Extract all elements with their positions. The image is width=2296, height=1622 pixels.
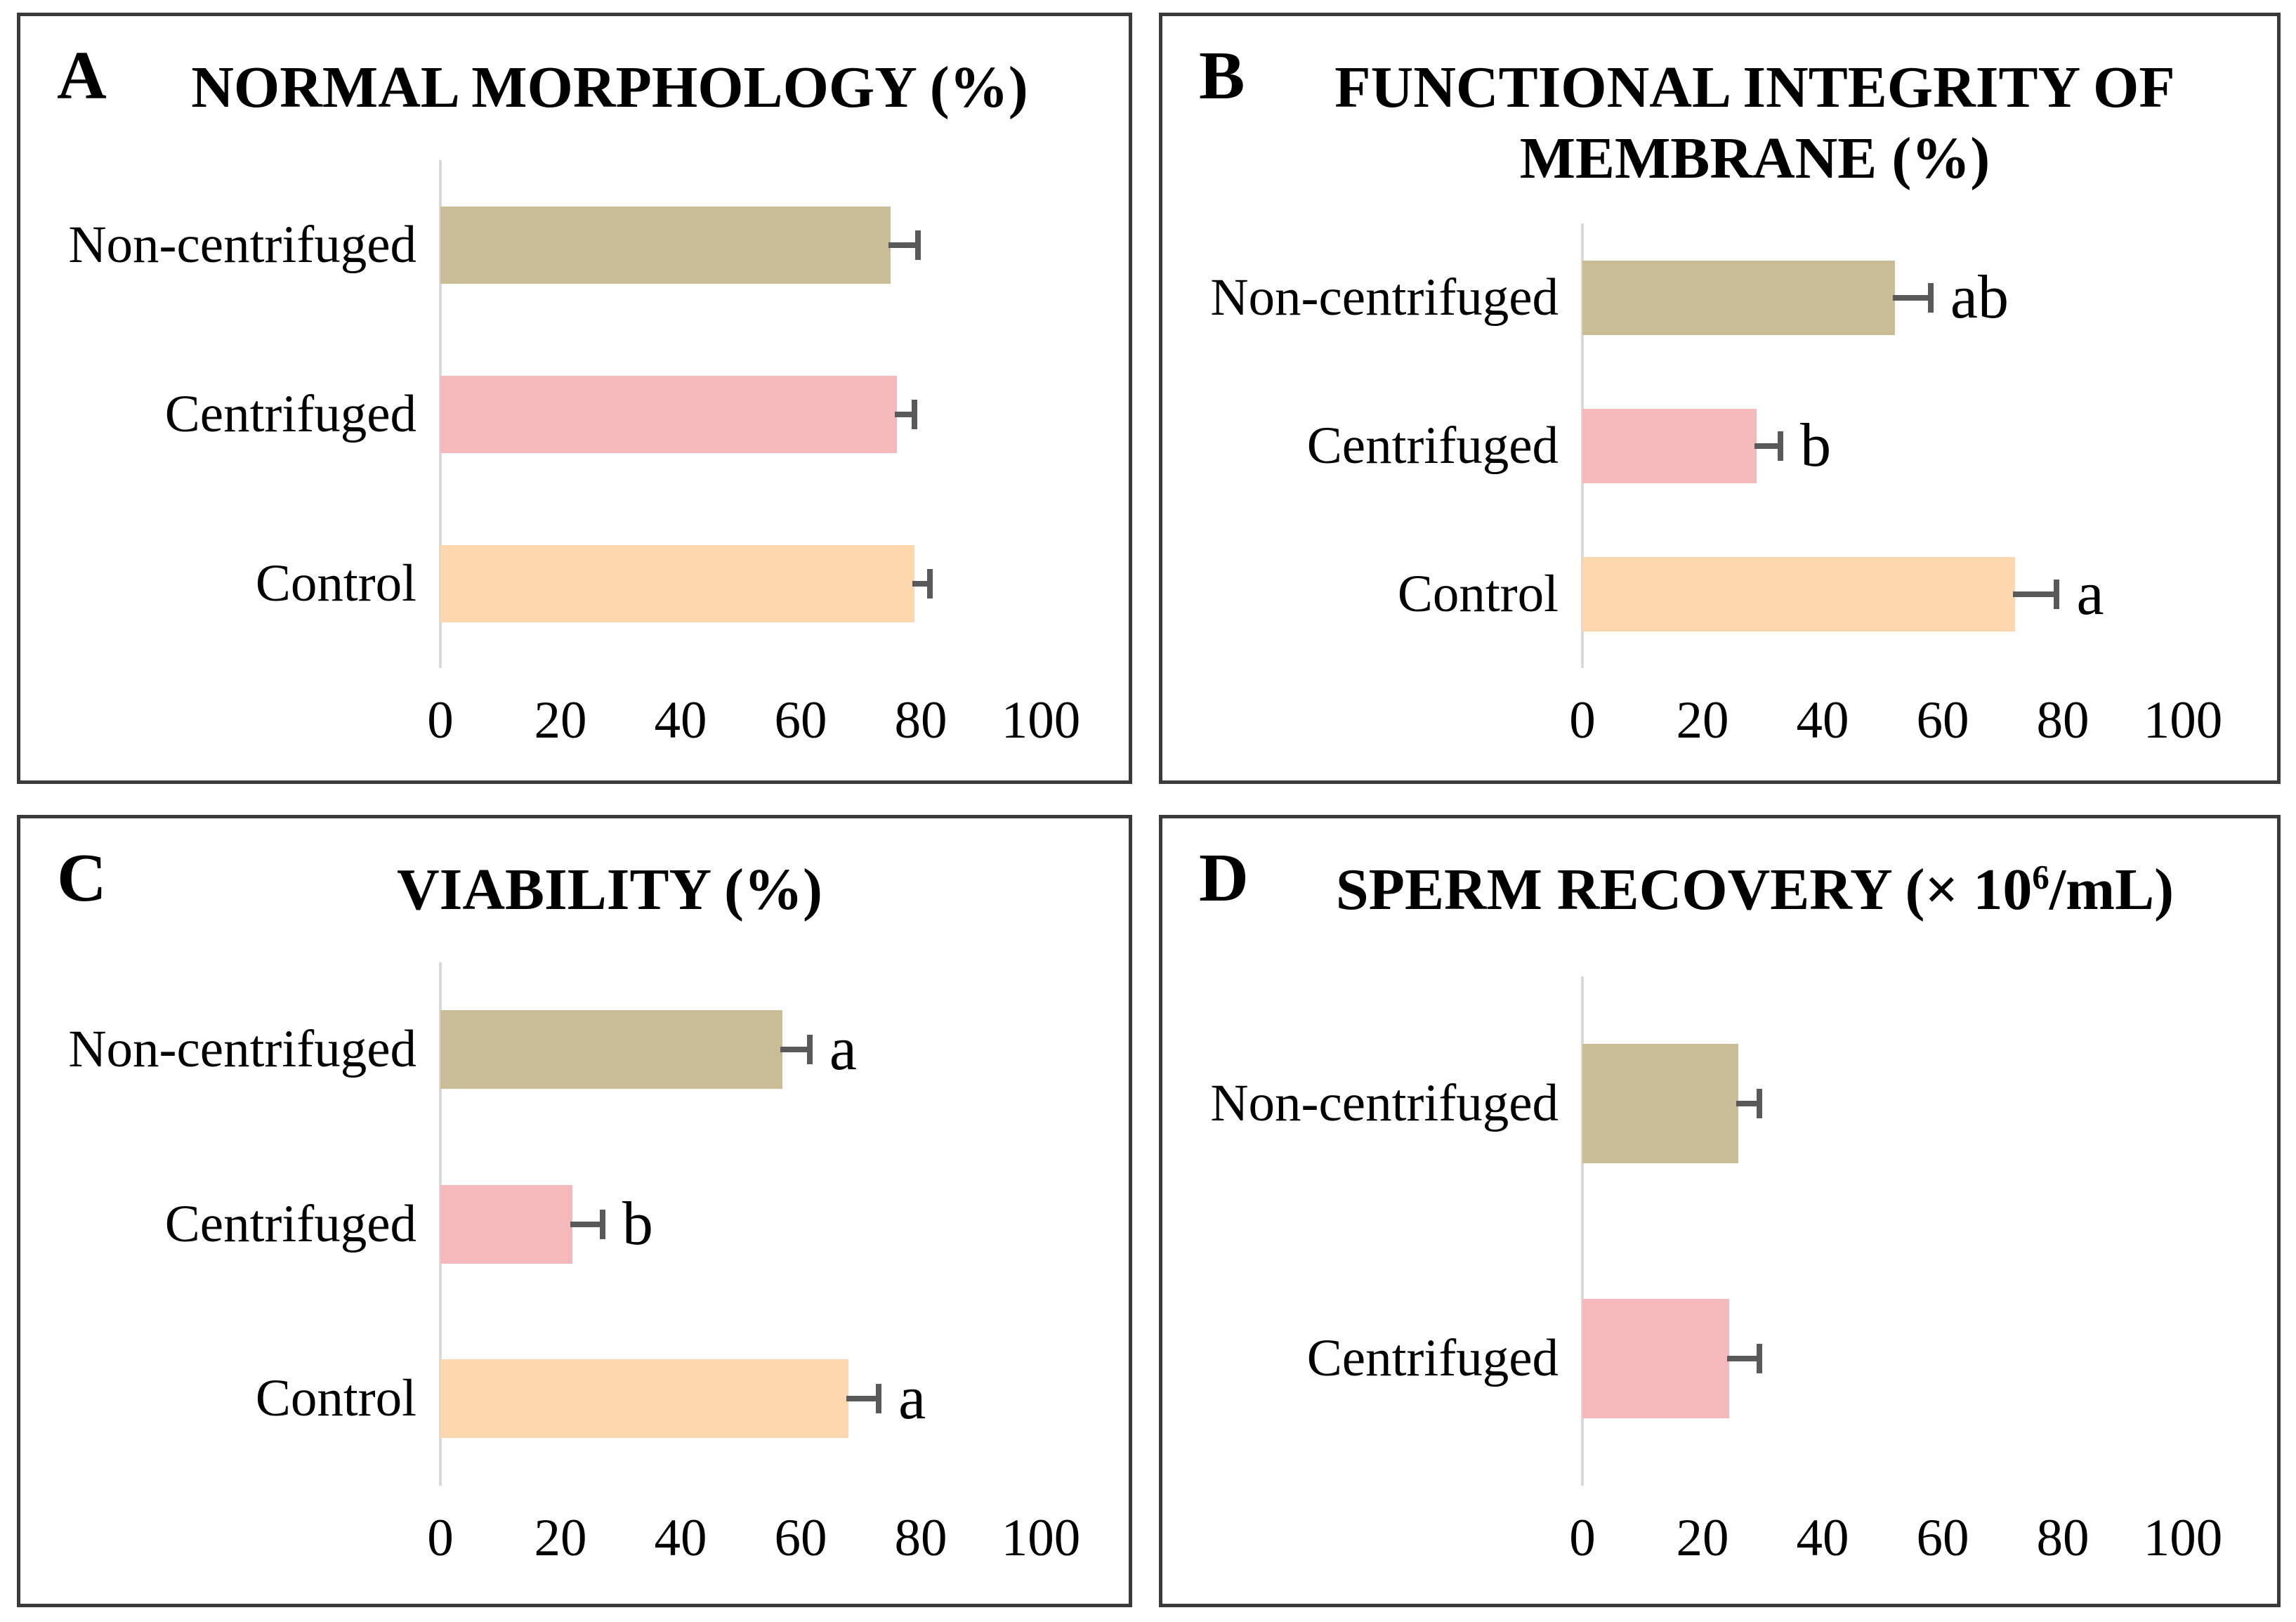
x-tick-label: 80 — [894, 691, 947, 750]
category-label: Centrifuged — [164, 1194, 416, 1253]
panel-d: D SPERM RECOVERY (× 106/mL) Non-centrifu… — [1159, 815, 2281, 1607]
significance-letter: b — [1800, 411, 1832, 480]
error-bar — [570, 1221, 603, 1227]
x-tick-label: 0 — [1569, 691, 1596, 750]
bar — [440, 1184, 573, 1264]
category-label: Centrifuged — [1306, 416, 1559, 475]
bar — [1582, 1044, 1739, 1164]
error-bar — [1754, 443, 1781, 449]
error-bar-cap — [2054, 579, 2060, 609]
x-tick-label: 20 — [1676, 691, 1729, 750]
panel-title: FUNCTIONAL INTEGRITY OF MEMBRANE (%) — [1247, 53, 2263, 195]
x-tick-label: 60 — [774, 691, 827, 750]
x-tick-label: 80 — [2036, 1509, 2090, 1567]
axis-line — [1581, 976, 1584, 1486]
category-label: Control — [255, 554, 416, 613]
panel-letter: C — [57, 840, 107, 916]
significance-letter: ab — [1950, 263, 2009, 332]
error-bar — [894, 411, 915, 417]
error-bar — [846, 1395, 879, 1401]
x-tick-label: 100 — [2143, 1509, 2223, 1567]
x-tick-label: 100 — [1001, 1509, 1081, 1567]
panel-letter: D — [1199, 840, 1249, 916]
plot-area: Non-centrifuged a Centrifuged b Control a 0 20 4… — [20, 818, 1129, 1604]
x-tick-label: 0 — [1569, 1509, 1596, 1567]
bar — [440, 544, 915, 622]
x-tick-label: 60 — [1916, 691, 1969, 750]
category-label: Non-centrifuged — [68, 1020, 416, 1079]
error-bar — [1727, 1355, 1760, 1361]
bar — [1582, 260, 1895, 335]
category-label: Centrifuged — [164, 384, 416, 443]
error-bar — [1892, 294, 1931, 301]
error-bar-cap — [876, 1383, 882, 1413]
error-bar-cap — [1927, 282, 1934, 313]
category-label: Non-centrifuged — [68, 215, 416, 274]
panel-title-line: MEMBRANE (%) — [1519, 125, 1990, 191]
error-bar-cap — [599, 1209, 605, 1239]
x-tick-label: 20 — [534, 1509, 587, 1567]
panel-letter: A — [57, 38, 107, 114]
panel-c: C VIABILITY (%) Non-centrifuged a Centrifu… — [17, 815, 1132, 1607]
error-bar-cap — [914, 230, 921, 260]
x-tick-label: 40 — [654, 1509, 707, 1567]
plot-area: Non-centrifuged ab Centrifuged b Control a 0 20… — [1162, 16, 2277, 780]
error-bar-cap — [1757, 1089, 1763, 1119]
bar — [440, 1359, 849, 1438]
error-bar — [780, 1047, 810, 1053]
plot-area: Non-centrifuged Centrifuged 0 20 40 60 80 100 — [1162, 818, 2277, 1604]
bar — [440, 1010, 783, 1090]
significance-letter: a — [829, 1015, 857, 1084]
category-label: Control — [1397, 564, 1559, 623]
error-bar-cap — [1778, 431, 1784, 461]
error-bar — [888, 242, 918, 248]
x-tick-label: 60 — [774, 1509, 827, 1567]
panel-title: SPERM RECOVERY (× 106/mL) — [1247, 855, 2263, 926]
category-label: Non-centrifuged — [1210, 268, 1559, 327]
x-tick-label: 60 — [1916, 1509, 1969, 1567]
panel-a: A NORMAL MORPHOLOGY (%) Non-centrifuged C… — [17, 13, 1132, 784]
significance-letter: a — [898, 1363, 926, 1432]
x-tick-label: 40 — [1796, 691, 1849, 750]
significance-letter: b — [622, 1189, 653, 1258]
panel-title: VIABILITY (%) — [105, 855, 1115, 926]
panel-title-line: VIABILITY (%) — [397, 857, 822, 922]
category-label: Control — [255, 1368, 416, 1427]
error-bar — [1736, 1101, 1760, 1107]
x-tick-label: 20 — [534, 691, 587, 750]
x-tick-label: 20 — [1676, 1509, 1729, 1567]
error-bar-cap — [1757, 1343, 1763, 1373]
panel-title-line: FUNCTIONAL INTEGRITY OF — [1334, 55, 2175, 120]
bar — [440, 206, 891, 284]
x-tick-label: 0 — [427, 1509, 454, 1567]
x-tick-label: 80 — [2036, 691, 2090, 750]
panel-title-line: SPERM RECOVERY (× 106/mL) — [1335, 857, 2174, 922]
x-tick-label: 40 — [654, 691, 707, 750]
category-label: Centrifuged — [1306, 1328, 1559, 1387]
bar — [1582, 1298, 1730, 1418]
panel-title-line: NORMAL MORPHOLOGY (%) — [191, 55, 1028, 120]
bar — [1582, 556, 2015, 632]
category-label: Non-centrifuged — [1210, 1074, 1559, 1133]
x-tick-label: 80 — [894, 1509, 947, 1567]
plot-area: Non-centrifuged Centrifuged Control 0 20 40 60… — [20, 16, 1129, 780]
bar — [440, 375, 897, 453]
x-tick-label: 0 — [427, 691, 454, 750]
x-tick-label: 40 — [1796, 1509, 1849, 1567]
error-bar — [2012, 591, 2057, 597]
panel-b: B FUNCTIONAL INTEGRITY OF MEMBRANE (%) N… — [1159, 13, 2281, 784]
panel-title: NORMAL MORPHOLOGY (%) — [105, 53, 1115, 124]
error-bar-cap — [926, 568, 933, 599]
bar — [1582, 408, 1757, 483]
significance-letter: a — [2076, 559, 2104, 628]
panel-letter: B — [1199, 38, 1245, 114]
x-tick-label: 100 — [2143, 691, 2223, 750]
x-tick-label: 100 — [1001, 691, 1081, 750]
error-bar-cap — [912, 399, 918, 429]
error-bar — [912, 580, 930, 587]
error-bar-cap — [806, 1035, 813, 1065]
